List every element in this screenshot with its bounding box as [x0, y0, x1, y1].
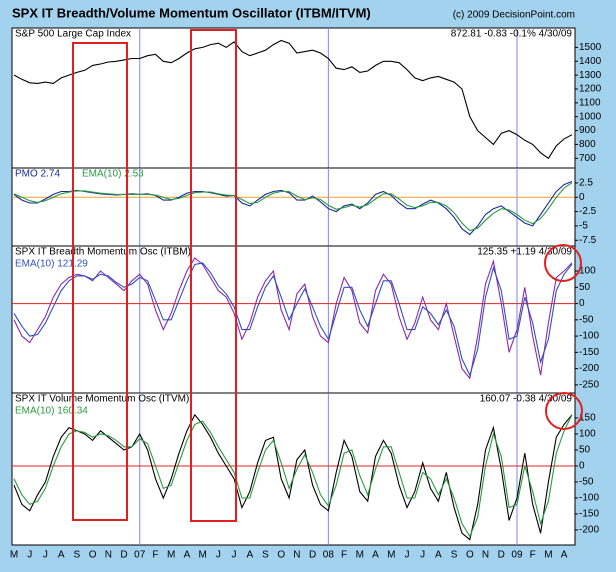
copyright: (c) 2009 DecisionPoint.com	[453, 10, 575, 21]
panel-title: SPX IT Breadth Momentum Osc (ITBM)	[15, 247, 191, 258]
y-tick-label: -150	[579, 347, 599, 358]
y-tick-label: -250	[579, 380, 599, 391]
x-tick-label: M	[544, 550, 552, 561]
x-tick-label: S	[451, 550, 458, 561]
y-tick-label: 1500	[579, 42, 602, 53]
x-tick-label: M	[167, 550, 175, 561]
highlight-box	[72, 42, 128, 521]
y-tick-label: -2.5	[579, 206, 597, 217]
x-tick-label: J	[27, 550, 32, 561]
y-tick-label: 1400	[579, 56, 602, 67]
panel-info: 160.07 -0.38 4/30/09	[480, 394, 573, 405]
annotations	[72, 29, 583, 522]
panel	[11, 392, 576, 546]
panel	[11, 245, 576, 394]
x-tick-label: D	[309, 550, 316, 561]
panel-subtitle: EMA(10) 121.29	[15, 259, 88, 270]
y-tick-label: -50	[579, 314, 594, 325]
series-line	[13, 180, 573, 236]
y-tick-label: -200	[579, 525, 599, 536]
y-tick-label: 100	[579, 266, 596, 277]
x-tick-label: J	[404, 550, 409, 561]
panel-subtitle: EMA(10) 160.34	[15, 406, 88, 417]
x-tick-label: F	[152, 550, 158, 561]
panel-info: 872.81 -0.83 -0.1% 4/30/09	[451, 29, 573, 40]
x-tick-label: M	[198, 550, 206, 561]
y-tick-label: -200	[579, 363, 599, 374]
y-tick-label: 100	[579, 429, 596, 440]
y-tick-label: 800	[579, 139, 596, 150]
x-tick-label: O	[277, 550, 285, 561]
x-tick-label: A	[561, 550, 568, 561]
x-tick-label: J	[43, 550, 48, 561]
x-tick-label: A	[246, 550, 253, 561]
x-tick-label: A	[372, 550, 379, 561]
series-line	[13, 414, 573, 538]
highlight-circle	[544, 244, 582, 282]
y-tick-label: 1100	[579, 97, 601, 108]
chart-title: SPX IT Breadth/Volume Momentum Oscillato…	[12, 5, 371, 20]
y-tick-label: 0	[579, 461, 585, 472]
y-tick-label: 0	[579, 298, 585, 309]
x-tick-label: D	[498, 550, 505, 561]
y-tick-label: 1000	[579, 111, 602, 122]
x-tick-label: N	[293, 550, 300, 561]
x-tick-label: O	[466, 550, 474, 561]
y-tick-label: 2.5	[579, 178, 593, 189]
x-tick-label: 07	[134, 550, 146, 561]
y-tick-label: 900	[579, 125, 596, 136]
y-tick-label: 1200	[579, 84, 602, 95]
y-tick-label: 0	[579, 192, 585, 203]
panel-title: SPX IT Volume Momentum Osc (ITVM)	[15, 394, 189, 405]
x-tick-label: 09	[511, 550, 523, 561]
x-tick-label: M	[356, 550, 364, 561]
x-tick-label: J	[232, 550, 237, 561]
panel-title: PMO 2.74	[15, 169, 60, 180]
x-tick-label: 08	[323, 550, 335, 561]
x-tick-label: M	[387, 550, 395, 561]
x-tick-label: F	[341, 550, 347, 561]
series-line	[13, 39, 573, 160]
panel-subtitle: EMA(10) 2.53	[82, 169, 144, 180]
highlight-circle	[545, 392, 583, 430]
y-tick-label: -7.5	[579, 235, 597, 246]
series-line	[13, 182, 573, 232]
x-tick-label: J	[420, 550, 425, 561]
panel	[11, 27, 576, 169]
x-tick-label: S	[74, 550, 81, 561]
x-tick-label: A	[435, 550, 442, 561]
panel	[11, 167, 576, 247]
y-tick-label: -150	[579, 509, 599, 520]
y-tick-label: 50	[579, 445, 591, 456]
y-tick-label: -100	[579, 331, 599, 342]
x-tick-label: A	[184, 550, 191, 561]
y-tick-label: 150	[579, 413, 596, 424]
y-tick-label: 700	[579, 153, 596, 164]
x-tick-label: S	[262, 550, 269, 561]
x-tick-label: D	[120, 550, 127, 561]
x-tick-label: N	[105, 550, 112, 561]
y-tick-label: 50	[579, 282, 591, 293]
panel-title: S&P 500 Large Cap Index	[15, 29, 131, 40]
highlight-box	[190, 29, 237, 522]
x-tick-label: O	[89, 550, 97, 561]
x-tick-label: A	[58, 550, 65, 561]
series-line	[13, 262, 573, 377]
panel-info: 125.35 +1.19 4/30/09	[477, 247, 572, 258]
y-tick-label: -5	[579, 221, 588, 232]
y-tick-label: -100	[579, 493, 599, 504]
y-tick-label: 1300	[579, 70, 602, 81]
x-tick-label: F	[530, 550, 536, 561]
x-tick-label: J	[216, 550, 221, 561]
x-tick-label: N	[482, 550, 489, 561]
y-tick-label: -50	[579, 477, 594, 488]
x-tick-label: M	[10, 550, 18, 561]
